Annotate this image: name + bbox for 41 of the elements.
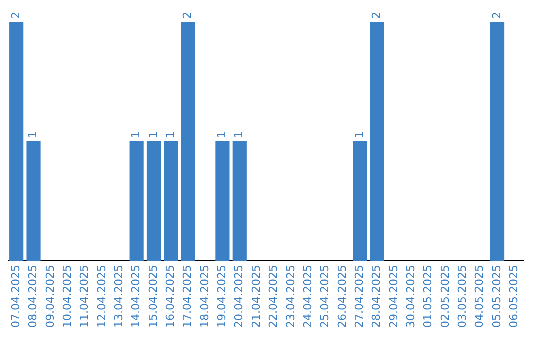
data-label: 2 xyxy=(181,12,194,19)
data-label: 1 xyxy=(146,132,160,139)
x-tick-label: 07.04.2025 xyxy=(9,265,22,328)
x-tick-label: 21.04.2025 xyxy=(250,265,263,328)
x-tick-label: 28.04.2025 xyxy=(370,265,384,328)
x-tick-label: 30.04.2025 xyxy=(404,265,418,328)
x-tick-label: 12.04.2025 xyxy=(95,265,108,328)
x-tick-label: 10.04.2025 xyxy=(60,265,74,328)
x-tick-label: 23.04.2025 xyxy=(284,265,298,328)
data-label: 1 xyxy=(216,132,229,139)
data-label: 1 xyxy=(26,132,40,139)
x-tick-label: 24.04.2025 xyxy=(301,265,314,328)
x-tick-label: 19.04.2025 xyxy=(216,265,229,328)
x-tick-label: 16.04.2025 xyxy=(164,265,178,328)
x-tick-label: 25.04.2025 xyxy=(318,265,332,328)
x-tick-label: 01.05.2025 xyxy=(422,265,435,328)
x-tick-label: 06.05.2025 xyxy=(508,265,521,328)
x-tick-label: 14.04.2025 xyxy=(130,265,143,328)
x-tick-label: 27.04.2025 xyxy=(352,265,366,328)
data-label: 2 xyxy=(370,12,384,19)
data-label: 1 xyxy=(164,132,178,139)
x-tick-label: 09.04.2025 xyxy=(44,265,57,328)
data-label: 1 xyxy=(352,132,366,139)
data-label: 1 xyxy=(130,132,143,139)
data-label: 2 xyxy=(490,12,504,19)
x-tick-label: 05.05.2025 xyxy=(490,265,504,328)
x-tick-label: 04.05.2025 xyxy=(473,265,486,328)
x-tick-label: 20.04.2025 xyxy=(232,265,246,328)
x-tick-label: 18.04.2025 xyxy=(198,265,212,328)
data-label: 2 xyxy=(9,12,22,19)
x-tick-label: 08.04.2025 xyxy=(26,265,40,328)
x-tick-label: 29.04.2025 xyxy=(387,265,400,328)
data-label: 1 xyxy=(232,132,246,139)
x-tick-label: 03.05.2025 xyxy=(456,265,470,328)
x-tick-label: 11.04.2025 xyxy=(78,265,92,328)
x-tick-label: 15.04.2025 xyxy=(146,265,160,328)
x-tick-label: 17.04.2025 xyxy=(181,265,194,328)
x-tick-label: 13.04.2025 xyxy=(112,265,126,328)
x-tick-label: 26.04.2025 xyxy=(336,265,349,328)
x-tick-label: 22.04.2025 xyxy=(267,265,280,328)
x-tick-label: 02.05.2025 xyxy=(438,265,452,328)
